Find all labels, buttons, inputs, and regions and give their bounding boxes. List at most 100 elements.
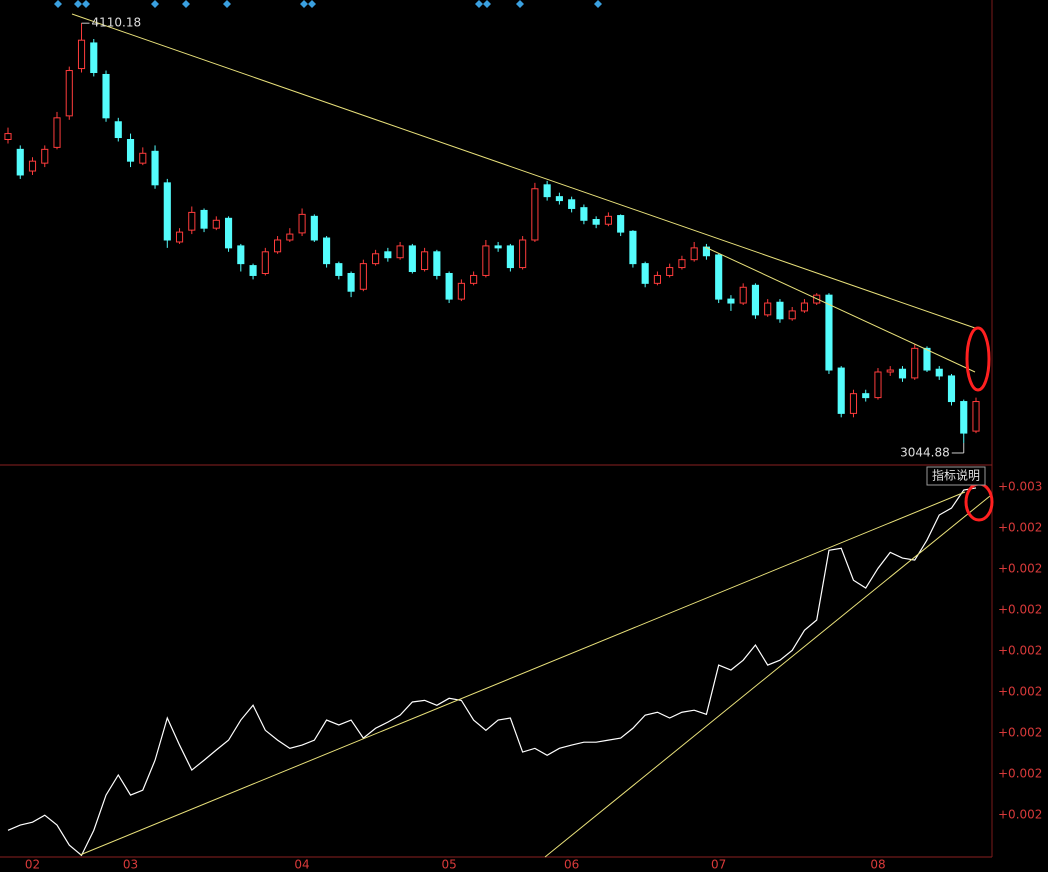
high-annotation: 4110.18 [92,16,142,30]
candle-body [519,239,527,269]
signal-marker [182,0,190,8]
candle-body [690,247,698,261]
candle-body [335,263,343,276]
signal-marker [54,0,62,8]
candle-body [347,272,355,292]
candle-body [862,393,870,399]
indicator-line [7,487,977,857]
candle-body [972,401,980,432]
candle-body [372,253,380,265]
y-tick-label: +0.002 [998,726,1042,740]
candle-body [531,188,539,241]
candle-body [592,218,600,225]
candle-body [727,298,735,304]
candle-body [604,215,612,225]
signal-marker [151,0,159,8]
candle-body [617,215,625,233]
signal-markers [54,0,602,8]
candle-body [445,272,453,300]
trend-line [79,491,966,856]
candle-body [947,375,956,403]
candle-body [200,209,208,229]
candle-body [898,368,907,379]
candle-body [261,251,269,274]
candle-body [237,245,245,265]
trend-line [71,13,976,329]
candle-body [286,233,294,241]
x-tick-label: 07 [711,858,726,872]
signal-marker [594,0,602,8]
candle-body [482,245,490,276]
y-tick-label: +0.002 [998,521,1042,535]
trend-line [544,495,991,858]
candle-body [494,245,502,249]
candle-body [212,219,220,229]
candle-body [433,251,441,276]
signal-marker [82,0,90,8]
candle-body [923,347,931,371]
candle-body [41,148,49,164]
candle-body [163,182,171,241]
candle-body [16,148,24,176]
candle-body [298,213,306,234]
candle-body [408,245,416,273]
candle-body [751,284,760,316]
candle-body [249,265,257,276]
button-label[interactable]: 指标说明 [932,468,980,483]
candle-body [739,286,747,304]
x-tick-label: 08 [870,858,885,872]
candle-body [702,246,710,257]
candle-body [470,274,478,284]
signal-marker [223,0,231,8]
candle-body [274,239,282,253]
candle-body [175,231,184,243]
candle-body [506,245,514,269]
candle-body [788,310,796,320]
signal-marker [483,0,491,8]
x-tick-label: 04 [294,858,309,872]
y-tick-label: +0.002 [998,767,1042,781]
candle-body [776,301,784,320]
candle-body [114,121,122,139]
candle-body [568,199,576,209]
candle-body [384,251,392,259]
candle-body [666,267,674,276]
candle-body [323,237,331,265]
candle-body [837,367,845,414]
candle-body [90,42,98,74]
indicator-button[interactable]: 指标说明 [926,466,986,486]
candle-body [457,282,465,300]
candle-body [886,369,894,373]
y-tick-label: +0.002 [998,685,1042,699]
signal-marker [300,0,308,8]
candle-body [911,347,919,379]
candle-body [421,251,429,271]
candle-body [224,217,233,249]
x-tick-label: 06 [564,858,579,872]
candle-body [800,302,809,312]
candle-body [102,73,110,119]
candle-body [310,215,318,241]
trend-line [704,246,976,373]
candle-body [960,401,968,434]
candle-body [825,294,833,371]
candle-body [641,263,649,284]
candle-body [53,117,61,148]
candle-body [543,184,551,198]
candle-body [764,302,772,316]
signal-marker [74,0,82,8]
signal-marker [475,0,483,8]
candle-body [580,207,588,221]
candle-body [874,371,882,399]
highlight-ellipse [965,326,991,392]
y-tick-label: +0.002 [998,562,1042,576]
button-frame[interactable] [926,466,986,486]
candle-body [653,274,661,284]
trend-lines [71,13,991,858]
candle-body [935,368,943,377]
labels-layer: 4110.18 3044.88 +0.003 +0.002 +0.002 +0.002 +0… [25,16,1043,872]
candle-body [28,160,37,172]
candle-body [678,259,686,269]
